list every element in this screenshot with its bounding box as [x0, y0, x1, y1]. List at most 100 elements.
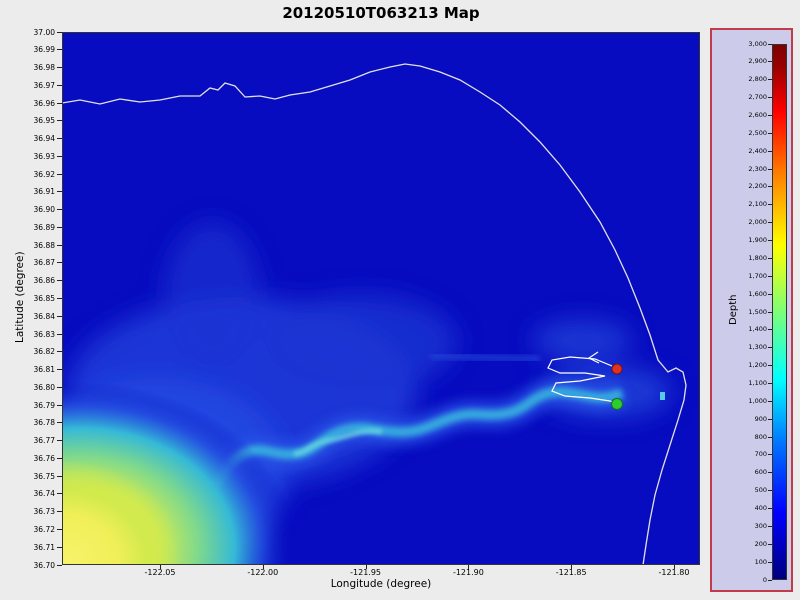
y-axis-tick — [57, 191, 62, 193]
y-axis-tick — [57, 511, 62, 513]
x-axis-tick — [365, 565, 367, 569]
x-axis-tick — [674, 565, 675, 569]
y-axis-tick-label: 36.95 — [33, 116, 55, 126]
colorbar-tick — [768, 347, 772, 349]
y-axis-tick-label: 36.76 — [33, 453, 55, 463]
y-axis-tick-label: 36.74 — [33, 489, 55, 499]
waypoint-marker — [660, 392, 665, 400]
colorbar-tick-label: 2,700 — [748, 93, 767, 102]
colorbar-tick-label: 300 — [754, 521, 767, 530]
y-axis-tick-label: 36.97 — [33, 80, 55, 90]
colorbar-tick — [768, 293, 772, 295]
y-axis-tick-label: 36.84 — [33, 311, 55, 321]
start-position-marker — [611, 398, 623, 410]
colorbar-tick — [768, 150, 772, 152]
colorbar-tick — [768, 97, 772, 99]
colorbar-tick — [768, 61, 772, 63]
y-axis-tick — [57, 262, 62, 264]
y-axis-tick-label: 36.78 — [33, 418, 55, 428]
y-axis-tick — [57, 155, 62, 157]
y-axis-tick-label: 36.77 — [33, 436, 55, 446]
colorbar-tick-label: 2,900 — [748, 57, 767, 66]
colorbar-tick — [768, 186, 772, 188]
bathymetry-map — [62, 32, 700, 565]
colorbar-tick — [768, 79, 772, 81]
y-axis-tick-label: 36.93 — [33, 151, 55, 161]
colorbar-tick — [768, 365, 772, 367]
y-axis-tick-label: 36.86 — [33, 276, 55, 286]
colorbar-gradient — [772, 44, 787, 580]
colorbar-tick-label: 1,900 — [748, 236, 767, 245]
y-axis-tick-label: 36.92 — [33, 169, 55, 179]
colorbar-tick-label: 1,200 — [748, 361, 767, 370]
y-axis-tick-label: 36.83 — [33, 329, 55, 339]
colorbar-tick — [768, 168, 772, 170]
y-axis-tick-label: 36.79 — [33, 400, 55, 410]
colorbar-tick — [768, 114, 772, 116]
colorbar-tick — [768, 275, 772, 277]
y-axis-tick-label: 36.72 — [33, 524, 55, 534]
colorbar-tick — [768, 257, 772, 259]
y-axis-tick-label: 36.73 — [33, 507, 55, 517]
colorbar-tick-label: 2,200 — [748, 182, 767, 191]
colorbar-tick-label: 500 — [754, 486, 767, 495]
y-axis-tick-label: 36.89 — [33, 222, 55, 232]
colorbar-tick-label: 2,500 — [748, 128, 767, 137]
y-axis-tick — [57, 440, 62, 442]
colorbar-tick — [768, 543, 772, 545]
colorbar-tick-label: 1,600 — [748, 289, 767, 298]
colorbar-tick — [768, 454, 772, 456]
colorbar-tick-label: 400 — [754, 504, 767, 513]
colorbar-tick-label: 3,000 — [748, 39, 767, 48]
plot-frame — [62, 32, 700, 565]
y-axis-tick — [57, 120, 62, 122]
y-axis-tick-label: 36.70 — [33, 560, 55, 570]
y-axis-tick-label: 36.87 — [33, 258, 55, 268]
x-axis-tick-label: -121.80 — [658, 568, 690, 577]
colorbar-tick — [768, 382, 772, 384]
y-axis-tick-label: 36.96 — [33, 98, 55, 108]
colorbar-tick-label: 1,700 — [748, 271, 767, 280]
colorbar-tick-label: 0 — [762, 575, 767, 584]
y-axis-tick — [57, 493, 62, 495]
x-axis-tick — [160, 565, 161, 569]
y-axis-tick-label: 37.00 — [33, 27, 55, 37]
x-axis-tick — [468, 565, 470, 569]
colorbar-tick-label: 1,100 — [748, 378, 767, 387]
colorbar-tick-label: 1,000 — [748, 396, 767, 405]
colorbar-tick — [768, 329, 772, 331]
y-axis-tick — [57, 84, 62, 86]
y-axis-tick — [57, 226, 62, 228]
colorbar-tick — [768, 579, 772, 581]
y-axis-tick-label: 36.81 — [33, 365, 55, 375]
colorbar-tick-label: 700 — [754, 450, 767, 459]
y-axis-tick — [57, 102, 62, 104]
colorbar-tick-label: 2,400 — [748, 146, 767, 155]
y-axis-tick — [57, 351, 62, 353]
bathymetry-shading — [62, 222, 672, 565]
colorbar-tick — [768, 490, 772, 492]
colorbar-panel: Depth 3,000 2,900 2,800 2,700 2,600 2,500 2,40… — [710, 28, 793, 592]
y-axis-tick — [57, 173, 62, 175]
colorbar-tick-label: 1,400 — [748, 325, 767, 334]
y-axis-tick — [57, 67, 62, 69]
colorbar-tick — [768, 525, 772, 527]
y-axis-tick-label: 36.82 — [33, 347, 55, 357]
colorbar-tick-label: 800 — [754, 432, 767, 441]
colorbar-tick — [768, 43, 772, 45]
y-axis-tick — [57, 138, 62, 140]
y-axis-tick — [57, 564, 62, 566]
colorbar-tick-label: 1,800 — [748, 253, 767, 262]
plot-title: 20120510T063213 Map — [282, 4, 480, 22]
colorbar-tick — [768, 436, 772, 438]
colorbar-tick-label: 100 — [754, 557, 767, 566]
y-axis-tick — [57, 528, 62, 530]
y-axis-tick-label: 36.91 — [33, 187, 55, 197]
colorbar-tick-label: 900 — [754, 414, 767, 423]
y-axis-tick-label: 36.80 — [33, 382, 55, 392]
y-axis-tick — [57, 280, 62, 282]
y-axis-tick-label: 36.98 — [33, 63, 55, 73]
y-axis-tick — [57, 244, 62, 246]
colorbar-tick — [768, 561, 772, 563]
